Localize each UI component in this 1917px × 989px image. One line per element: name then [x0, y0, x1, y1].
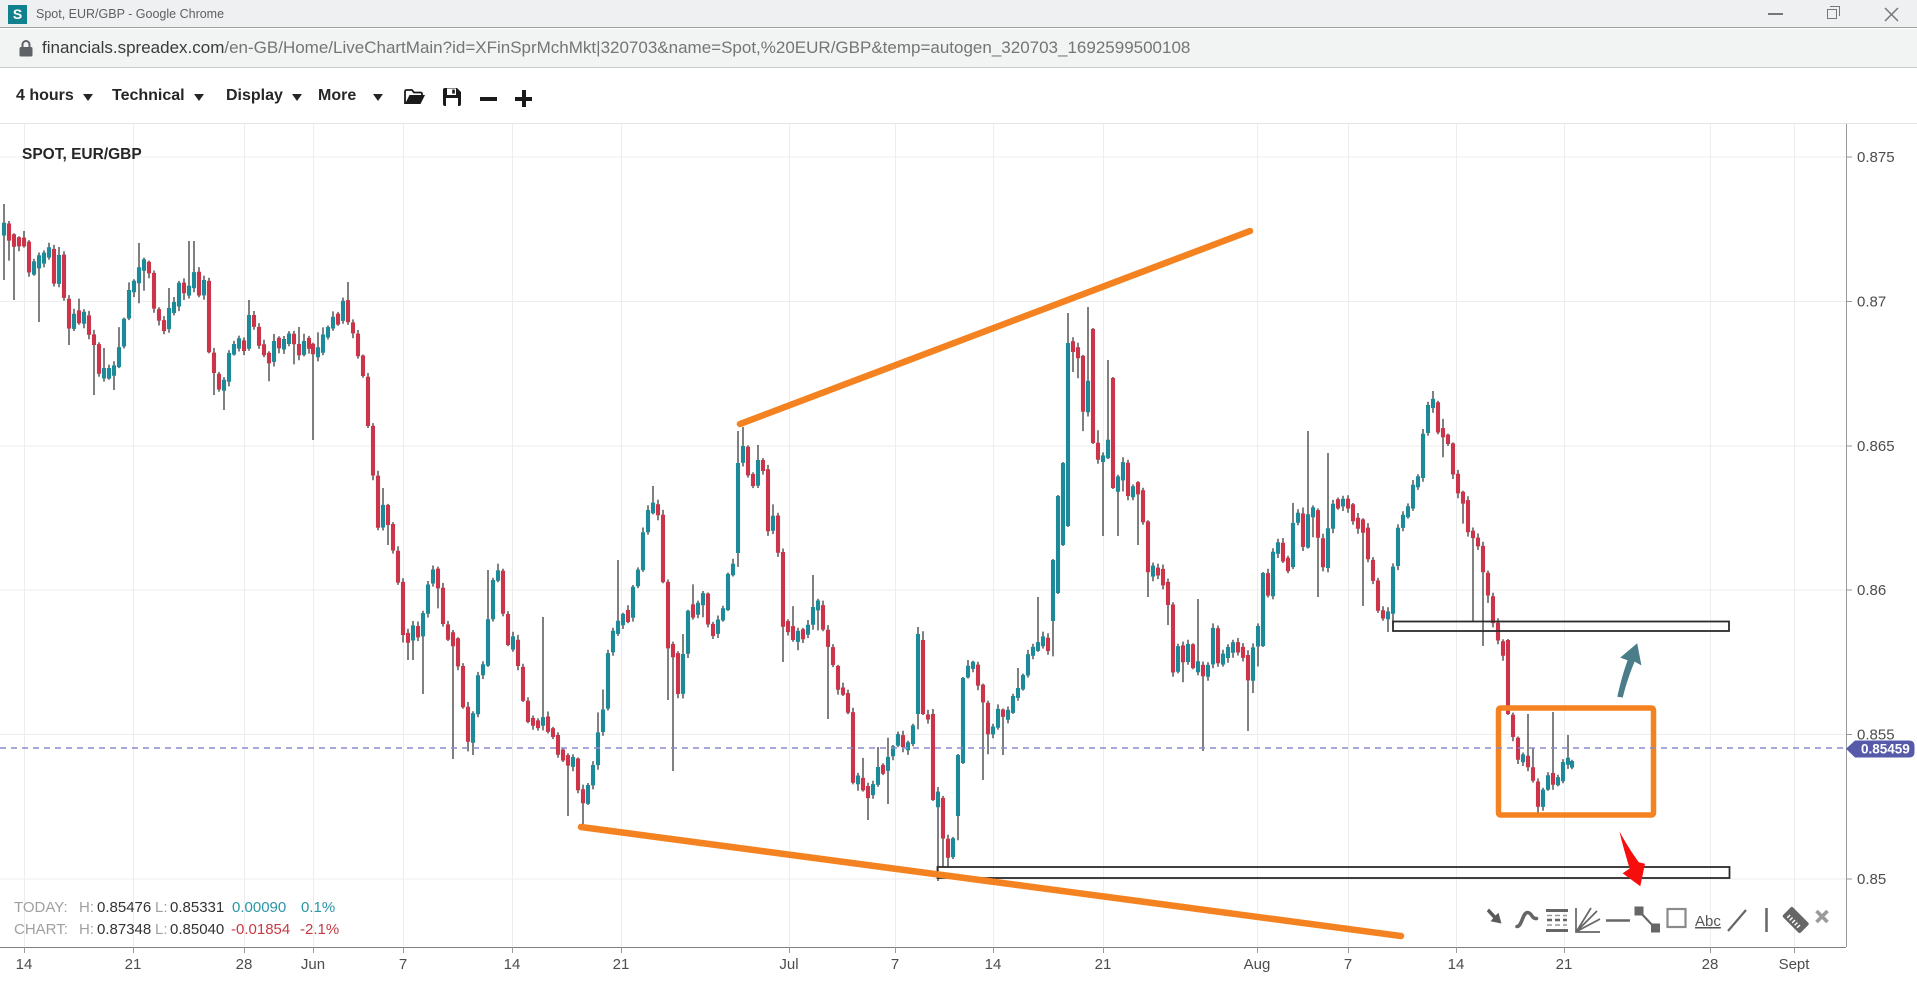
- svg-text:7: 7: [1344, 956, 1352, 973]
- svg-text:H:: H:: [79, 899, 94, 916]
- svg-text:14: 14: [985, 956, 1002, 973]
- svg-text:TODAY:: TODAY:: [14, 899, 68, 916]
- svg-text:Sept: Sept: [1779, 956, 1811, 973]
- svg-text:7: 7: [399, 956, 407, 973]
- svg-text:0.85040: 0.85040: [170, 921, 224, 938]
- svg-text:0.00090: 0.00090: [232, 899, 286, 916]
- svg-text:0.85476: 0.85476: [97, 899, 151, 916]
- svg-text:21: 21: [1556, 956, 1573, 973]
- svg-text:H:: H:: [79, 921, 94, 938]
- svg-text:0.87: 0.87: [1857, 294, 1886, 311]
- svg-text:-0.01854: -0.01854: [231, 921, 290, 938]
- svg-text:0.86: 0.86: [1857, 582, 1886, 599]
- svg-text:0.85: 0.85: [1857, 871, 1886, 888]
- svg-text:21: 21: [1095, 956, 1112, 973]
- svg-text:14: 14: [16, 956, 33, 973]
- svg-text:0.855: 0.855: [1857, 727, 1895, 744]
- svg-text:Jun: Jun: [301, 956, 325, 973]
- svg-text:21: 21: [125, 956, 142, 973]
- svg-text:L:: L:: [155, 921, 168, 938]
- svg-text:L:: L:: [155, 899, 168, 916]
- svg-text:21: 21: [613, 956, 630, 973]
- svg-text:Jul: Jul: [779, 956, 798, 973]
- svg-text:28: 28: [1702, 956, 1719, 973]
- svg-text:14: 14: [504, 956, 521, 973]
- svg-text:28: 28: [236, 956, 253, 973]
- svg-text:14: 14: [1448, 956, 1465, 973]
- svg-text:SPOT, EUR/GBP: SPOT, EUR/GBP: [22, 146, 142, 163]
- svg-text:Aug: Aug: [1244, 956, 1271, 973]
- svg-text:0.87348: 0.87348: [97, 921, 151, 938]
- svg-text:-2.1%: -2.1%: [300, 921, 339, 938]
- svg-text:Abc: Abc: [1695, 913, 1721, 930]
- svg-text:0.1%: 0.1%: [301, 899, 335, 916]
- svg-text:0.85459: 0.85459: [1861, 742, 1910, 757]
- svg-text:0.865: 0.865: [1857, 438, 1895, 455]
- svg-text:0.85331: 0.85331: [170, 899, 224, 916]
- svg-text:0.875: 0.875: [1857, 149, 1895, 166]
- svg-text:CHART:: CHART:: [14, 921, 68, 938]
- svg-text:7: 7: [891, 956, 899, 973]
